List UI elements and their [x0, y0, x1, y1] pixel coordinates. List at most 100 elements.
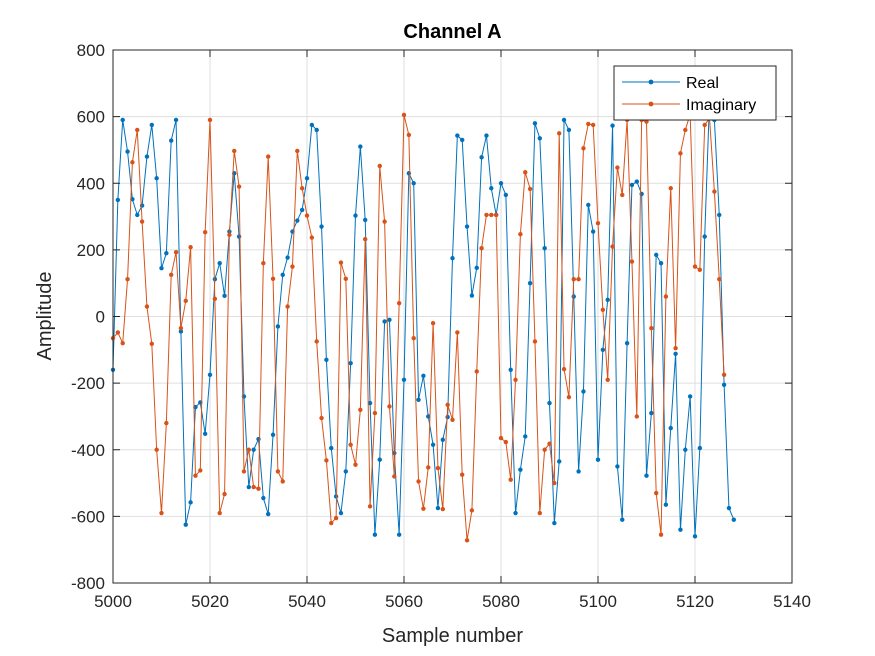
data-point-imaginary [363, 237, 368, 242]
data-point-real [164, 251, 169, 256]
data-point-real [421, 373, 426, 378]
data-point-real [348, 360, 353, 366]
data-point-real [251, 447, 256, 452]
data-point-real [513, 510, 518, 516]
data-point-real [304, 176, 310, 181]
data-point-real [406, 171, 412, 176]
data-point-imaginary [319, 415, 324, 421]
data-point-real [411, 181, 416, 186]
data-point-imaginary [377, 163, 382, 169]
y-tick-label: -800 [71, 574, 105, 593]
data-point-real [576, 469, 581, 474]
data-point-real [314, 127, 319, 133]
data-point-real [464, 224, 470, 229]
data-point-imaginary [489, 212, 494, 218]
data-point-imaginary [120, 340, 125, 346]
data-point-real [222, 293, 227, 299]
y-tick-label: -400 [71, 441, 105, 460]
data-point-real [518, 467, 523, 472]
data-point-imaginary [445, 402, 450, 407]
data-point-real [416, 397, 421, 402]
data-point-imaginary [712, 189, 717, 194]
data-point-imaginary [547, 441, 552, 446]
data-point-real [634, 179, 639, 184]
data-point-imaginary [411, 335, 416, 341]
data-point-real [571, 294, 576, 299]
data-point-real [717, 212, 722, 218]
data-point-real [668, 425, 673, 431]
data-point-real [508, 367, 513, 372]
data-point-imaginary [518, 232, 523, 237]
data-point-imaginary [178, 325, 184, 331]
data-point-real [319, 224, 324, 229]
data-point-real [552, 520, 557, 526]
data-point-imaginary [721, 372, 727, 377]
data-point-real [731, 517, 736, 522]
data-point-imaginary [270, 276, 276, 282]
data-point-real [169, 138, 174, 143]
data-point-imaginary [634, 414, 639, 419]
data-point-real [154, 176, 159, 181]
data-point-real [275, 324, 281, 329]
data-point-imaginary [435, 465, 441, 471]
data-point-imaginary [697, 267, 703, 273]
data-point-imaginary [532, 339, 538, 344]
data-point-imaginary [169, 272, 174, 278]
data-point-imaginary [217, 510, 222, 516]
data-point-real [430, 442, 436, 447]
data-point-imaginary [188, 245, 193, 250]
data-point-imaginary [610, 244, 615, 249]
data-point-real [484, 133, 489, 138]
data-point-imaginary [139, 219, 145, 224]
data-point-real [460, 137, 465, 143]
legend[interactable]: Real Imaginary [613, 65, 777, 121]
data-point-real [649, 410, 654, 416]
data-point-imaginary [595, 221, 601, 226]
data-point-real [309, 122, 315, 128]
data-point-imaginary [615, 165, 620, 170]
data-point-imaginary [508, 477, 513, 482]
data-point-imaginary [193, 473, 198, 478]
data-point-imaginary [401, 112, 407, 118]
data-point-imaginary [527, 186, 533, 192]
data-point-imaginary [416, 479, 421, 484]
y-tick-label: 400 [77, 174, 105, 193]
data-point-imaginary [426, 465, 431, 470]
data-point-imaginary [256, 486, 261, 491]
data-point-imaginary [154, 447, 159, 452]
data-point-real [498, 181, 504, 186]
data-point-real [561, 117, 567, 123]
y-tick-label: -600 [71, 507, 105, 526]
data-point-imaginary [600, 307, 606, 313]
data-point-real [615, 464, 620, 469]
data-point-imaginary [343, 276, 348, 282]
data-point-imaginary [702, 122, 707, 128]
y-axis-label: Amplitude [34, 272, 56, 361]
x-tick-label: 5020 [191, 592, 229, 611]
data-point-real [620, 517, 625, 522]
data-point-imaginary [299, 186, 305, 191]
data-point-real [139, 203, 145, 208]
data-point-real [159, 266, 164, 271]
data-point-real [527, 280, 533, 286]
data-point-real [280, 272, 285, 278]
data-point-real [479, 155, 484, 160]
data-point-imaginary [460, 472, 465, 477]
legend-label-real: Real [686, 75, 719, 92]
data-point-imaginary [493, 212, 499, 218]
data-point-real [435, 505, 441, 511]
data-point-real [692, 534, 698, 539]
data-point-real [285, 255, 290, 260]
data-point-imaginary [396, 300, 402, 306]
data-point-imaginary [620, 192, 625, 198]
data-point-real [212, 276, 218, 282]
data-point-real [188, 500, 193, 505]
data-point-real [658, 261, 664, 266]
data-point-imaginary [605, 377, 610, 382]
data-point-imaginary [202, 230, 208, 235]
data-point-imaginary [314, 339, 319, 344]
data-point-real [353, 213, 358, 218]
data-point-real [590, 229, 596, 234]
x-tick-label: 5140 [773, 592, 811, 611]
legend-marker-real [648, 79, 654, 85]
